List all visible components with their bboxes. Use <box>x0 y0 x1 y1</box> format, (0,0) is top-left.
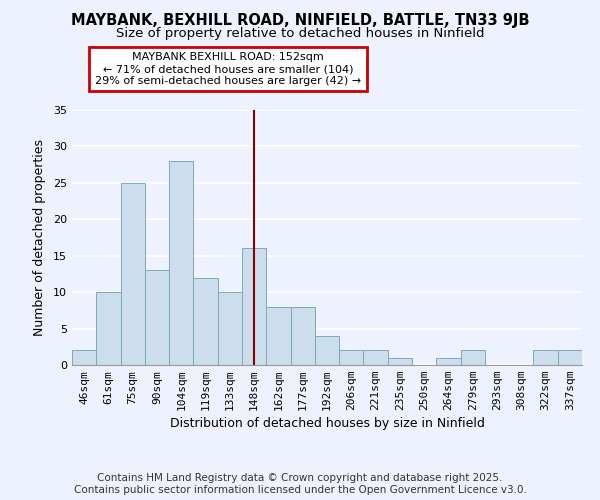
Bar <box>388 358 412 365</box>
Text: MAYBANK BEXHILL ROAD: 152sqm
← 71% of detached houses are smaller (104)
29% of s: MAYBANK BEXHILL ROAD: 152sqm ← 71% of de… <box>95 52 361 86</box>
Bar <box>145 270 169 365</box>
Bar <box>533 350 558 365</box>
Text: MAYBANK, BEXHILL ROAD, NINFIELD, BATTLE, TN33 9JB: MAYBANK, BEXHILL ROAD, NINFIELD, BATTLE,… <box>71 12 529 28</box>
Bar <box>266 306 290 365</box>
Bar <box>218 292 242 365</box>
Bar <box>315 336 339 365</box>
Bar <box>242 248 266 365</box>
Bar <box>72 350 96 365</box>
Text: Contains HM Land Registry data © Crown copyright and database right 2025.
Contai: Contains HM Land Registry data © Crown c… <box>74 474 526 495</box>
Bar <box>169 161 193 365</box>
Bar <box>290 306 315 365</box>
Bar <box>193 278 218 365</box>
Bar <box>461 350 485 365</box>
Text: Size of property relative to detached houses in Ninfield: Size of property relative to detached ho… <box>116 28 484 40</box>
Bar <box>121 183 145 365</box>
Y-axis label: Number of detached properties: Number of detached properties <box>33 139 46 336</box>
Bar <box>364 350 388 365</box>
Bar <box>96 292 121 365</box>
Bar <box>339 350 364 365</box>
Bar <box>558 350 582 365</box>
Bar <box>436 358 461 365</box>
X-axis label: Distribution of detached houses by size in Ninfield: Distribution of detached houses by size … <box>170 418 484 430</box>
